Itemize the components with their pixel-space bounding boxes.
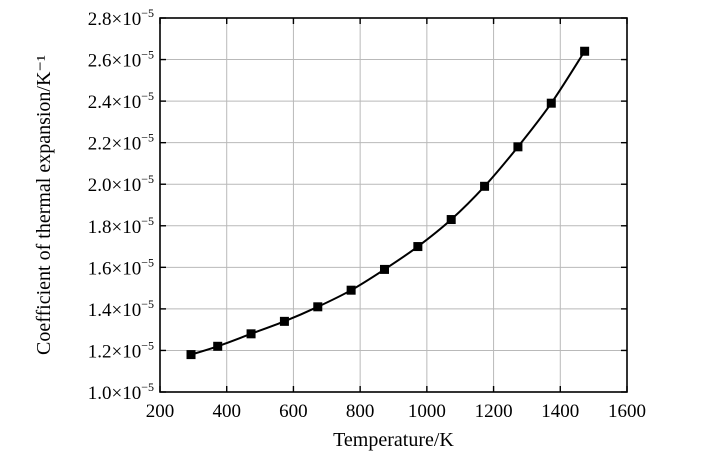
data-point — [186, 350, 196, 360]
x-tick-label: 1200 — [475, 401, 513, 422]
grid — [160, 18, 627, 392]
y-tick-label: 2.8×10−5 — [88, 6, 154, 30]
x-tick-label: 600 — [279, 401, 308, 422]
y-tick-label: 2.0×10−5 — [88, 172, 154, 196]
plot-frame — [159, 17, 628, 393]
data-point — [413, 242, 423, 252]
series-markers — [186, 46, 590, 360]
data-point — [480, 181, 490, 191]
y-axis: 1.0×10−5 1.2×10−5 1.4×10−5 1.6×10−5 1.8×10−5… — [88, 6, 627, 404]
data-point — [213, 341, 223, 351]
x-axis-title: Temperature/K — [333, 429, 454, 451]
y-tick-label: 1.6×10−5 — [88, 255, 154, 279]
data-point — [279, 316, 289, 326]
y-tick-label: 1.0×10−5 — [88, 380, 154, 404]
x-tick-label: 1000 — [408, 401, 446, 422]
x-tick-label: 1400 — [541, 401, 579, 422]
data-point — [246, 329, 256, 339]
y-tick-label: 2.2×10−5 — [88, 131, 154, 155]
x-tick-label: 1600 — [608, 401, 646, 422]
x-axis: 200 400 600 800 1000 1200 1400 1600 — [146, 18, 646, 422]
data-point — [513, 142, 523, 152]
data-point — [446, 215, 456, 225]
x-tick-label: 800 — [346, 401, 375, 422]
data-point — [379, 264, 389, 274]
data-point — [346, 285, 356, 295]
y-axis-title: Coefficient of thermal expansion/K⁻¹ — [33, 55, 55, 355]
x-tick-label: 200 — [146, 401, 175, 422]
y-tick-label: 2.6×10−5 — [88, 48, 154, 72]
y-tick-label: 1.4×10−5 — [88, 297, 154, 321]
data-point — [546, 98, 556, 108]
y-tick-label: 2.4×10−5 — [88, 89, 154, 113]
y-tick-label: 1.2×10−5 — [88, 338, 154, 362]
y-tick-label: 1.8×10−5 — [88, 214, 154, 238]
x-tick-label: 400 — [212, 401, 241, 422]
data-point — [580, 46, 590, 56]
data-point — [313, 302, 323, 312]
